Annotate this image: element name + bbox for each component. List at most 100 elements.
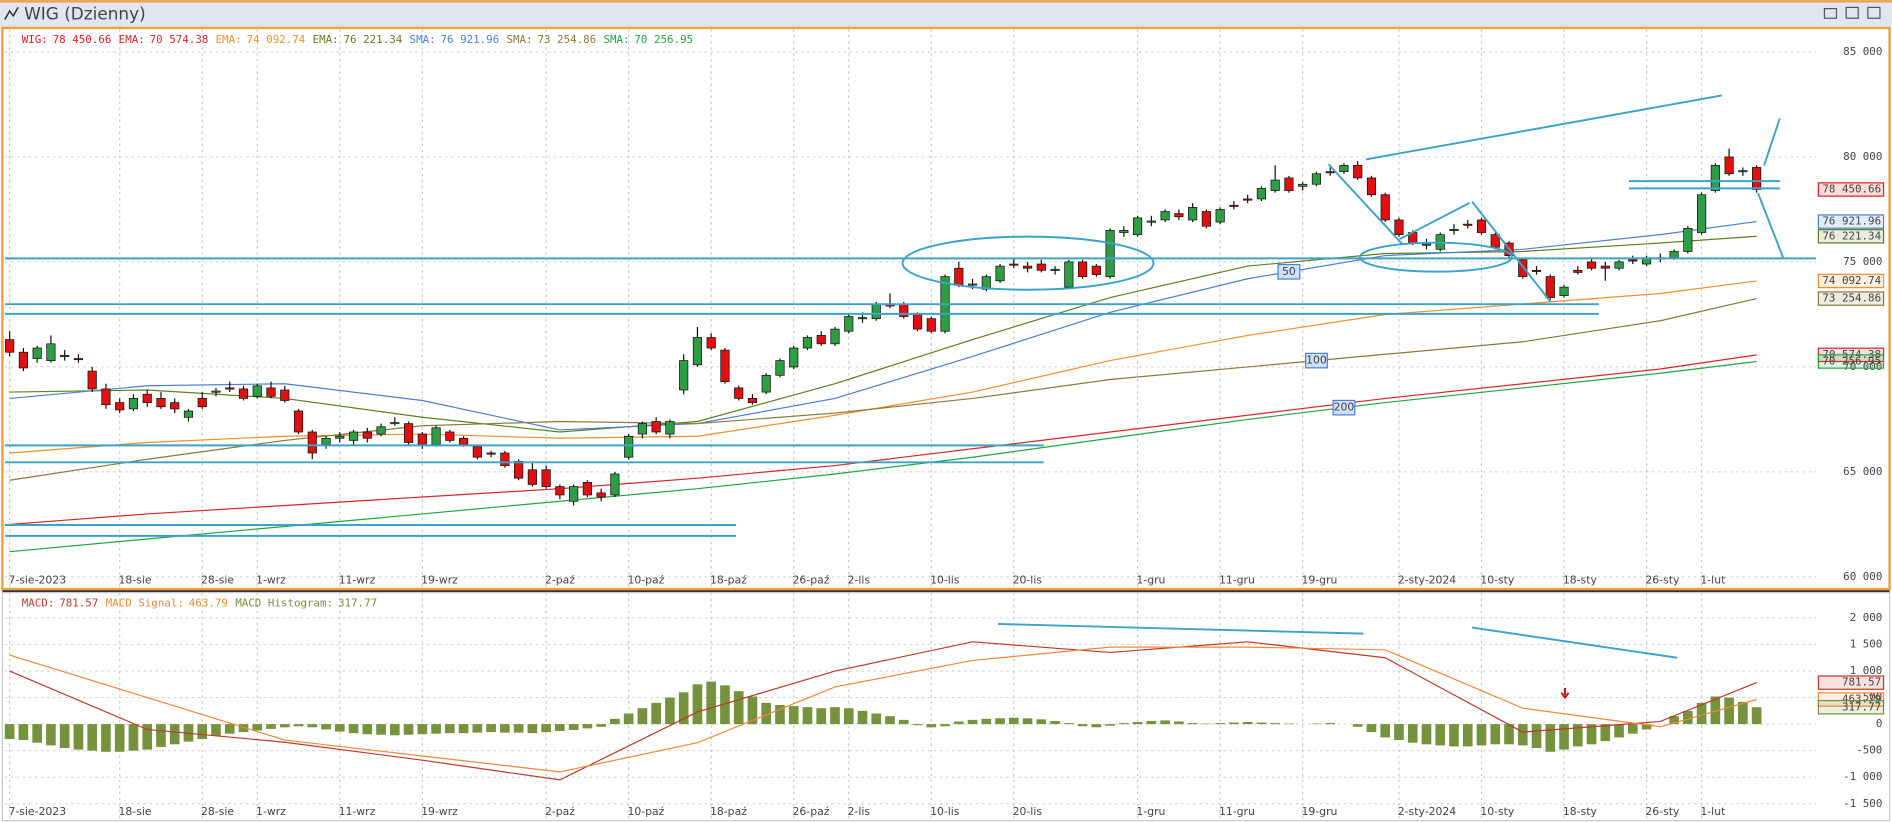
ellipse-marker (901, 235, 1155, 291)
y-tick-label: -1 000 (1843, 770, 1882, 783)
candle-body (459, 437, 469, 445)
candle-body (142, 393, 152, 403)
candle-body (1531, 269, 1542, 272)
candle-body (1463, 223, 1473, 226)
histogram-bar (1132, 722, 1143, 725)
legend-name: SMA: (507, 33, 533, 46)
legend-value: 317.77 (338, 596, 377, 609)
x-tick-label: 10-paź (627, 805, 664, 818)
period-box (1332, 399, 1356, 416)
candle-body (679, 360, 689, 391)
period-label: 100 (1306, 354, 1327, 367)
histogram-bar (541, 724, 551, 733)
x-tick-label: 18-paź (710, 805, 747, 818)
histogram-bar (527, 724, 538, 734)
candle-body (1724, 156, 1734, 175)
histogram-bar (1696, 702, 1707, 725)
histogram-bar (651, 702, 661, 725)
candle-body (582, 482, 592, 496)
y-tick-label: 60 000 (1843, 570, 1882, 583)
histogram-bar (1256, 722, 1267, 725)
histogram-bar (403, 724, 414, 735)
histogram-bar (417, 724, 428, 735)
histogram-bar (32, 724, 42, 743)
restore-button[interactable] (1845, 6, 1859, 19)
histogram-bar (1366, 724, 1377, 733)
candle-body (1697, 194, 1707, 233)
candle-body (170, 402, 180, 410)
candle-body (871, 303, 881, 319)
candle-body (362, 431, 372, 439)
divergence-line (1471, 626, 1678, 659)
window-buttons[interactable] (1823, 6, 1881, 19)
candle-body (1518, 259, 1528, 277)
histogram-bar (555, 724, 565, 732)
title-bar (0, 0, 1892, 27)
histogram-bar (912, 724, 923, 726)
legend-name: MACD: (22, 596, 55, 609)
x-tick-label: 2-paź (545, 805, 575, 818)
candle-body (60, 354, 70, 357)
data-layer (4, 148, 1762, 781)
histogram-bar (348, 724, 359, 734)
histogram-bar (1531, 724, 1542, 749)
candle-body (596, 492, 606, 498)
histogram-bar (623, 713, 634, 725)
candle-body (46, 343, 56, 361)
trend-line (1399, 201, 1471, 240)
candle-body (926, 318, 936, 332)
candle-body (651, 421, 661, 433)
histogram-bar (197, 724, 208, 739)
histogram-bar (293, 724, 304, 727)
period-box (1277, 263, 1301, 280)
legend-value: 70 574.38 (150, 33, 209, 46)
x-tick-label: 19-gru (1301, 574, 1337, 587)
trend-line (1763, 118, 1781, 166)
candle-body (197, 398, 207, 408)
legend-value: 78 450.66 (53, 33, 112, 46)
histogram-bar (761, 702, 772, 725)
histogram-bar (1462, 724, 1473, 747)
histogram-bar (87, 724, 98, 751)
histogram-bar (1517, 724, 1528, 746)
candle-body (816, 335, 826, 345)
candle-body (307, 431, 317, 454)
candle-body (1091, 265, 1101, 275)
legend-name: SMA: (410, 33, 436, 46)
candle-body (775, 360, 785, 376)
legend-name: WIG: (22, 33, 48, 46)
histogram-bar (733, 691, 744, 725)
histogram-bar (1641, 724, 1652, 730)
histogram-bar (637, 708, 648, 725)
histogram-bar (1627, 724, 1638, 734)
legend-name: MACD Signal: (106, 596, 184, 609)
y-tick-label: 70 000 (1843, 360, 1882, 373)
candle-body (514, 461, 524, 479)
histogram-bar (500, 724, 510, 733)
histogram-bar (568, 724, 579, 730)
period-box (1304, 352, 1328, 369)
legend-value: 73 254.86 (537, 33, 596, 46)
histogram-bar (1380, 724, 1391, 738)
minimize-button[interactable] (1823, 7, 1838, 19)
candle-body (73, 358, 84, 361)
histogram-bar (1724, 697, 1734, 725)
candle-body (1256, 188, 1266, 200)
histogram-bar (1105, 724, 1115, 726)
main-panel-frame (1, 26, 1891, 591)
candle-body (1119, 230, 1129, 233)
histogram-bar (59, 724, 70, 749)
candle-body (1628, 259, 1638, 262)
price-box (1817, 182, 1885, 197)
y-tick-label: 75 000 (1843, 255, 1882, 268)
indicator-line (9, 646, 1757, 773)
macd-panel-frame (1, 591, 1891, 822)
close-button[interactable] (1867, 6, 1881, 19)
histogram-bar (953, 721, 964, 725)
histogram-bar (1325, 723, 1336, 725)
x-tick-label: 1-lut (1700, 574, 1725, 587)
x-tick-label: 11-gru (1219, 574, 1255, 587)
price-box-label: 76 921.96 (1822, 215, 1881, 228)
histogram-bar (321, 724, 331, 730)
candle-body (5, 339, 15, 353)
